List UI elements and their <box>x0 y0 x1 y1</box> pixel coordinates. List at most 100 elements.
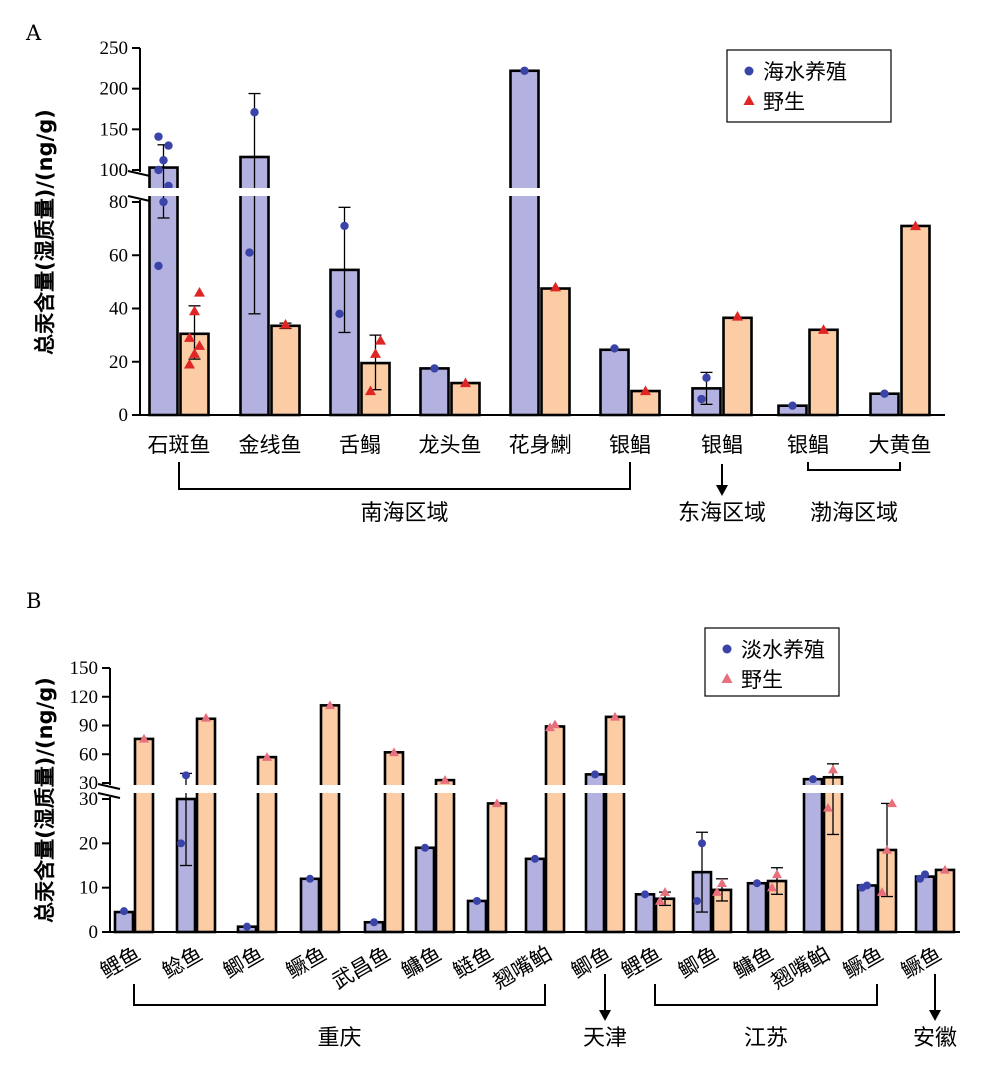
bar <box>383 751 405 934</box>
data-point <box>717 878 727 887</box>
region-bracket <box>133 984 546 1006</box>
bar <box>584 773 606 934</box>
y-tick-label: 30 <box>79 789 98 810</box>
data-point <box>460 377 471 388</box>
data-point <box>882 844 892 854</box>
data-point <box>194 287 205 297</box>
bar <box>450 381 481 417</box>
x-tick-label: 鳜鱼 <box>897 942 945 984</box>
y-tick-label: 150 <box>100 119 129 140</box>
data-point <box>154 132 163 141</box>
data-point <box>772 869 782 879</box>
bar-group <box>746 867 788 934</box>
data-point <box>370 348 381 358</box>
panel-letter: A <box>25 21 42 45</box>
y-tick-label: 0 <box>119 405 129 426</box>
x-tick-label: 舌鳎 <box>339 433 381 457</box>
data-point <box>818 324 829 334</box>
bar-group <box>584 711 626 934</box>
bar <box>256 755 278 934</box>
y-tick-label: 60 <box>109 245 128 266</box>
data-point <box>189 348 200 358</box>
region-annotation: 安徽 <box>913 974 957 1051</box>
y-tick-label: 200 <box>100 79 129 100</box>
data-point <box>887 798 897 808</box>
region-annotation: 天津 <box>583 974 627 1051</box>
bar <box>746 881 768 934</box>
bar-group <box>524 719 566 934</box>
bar <box>599 348 630 417</box>
bar <box>466 899 488 934</box>
x-tick-label: 龙头鱼 <box>419 433 482 457</box>
axis-break-mark <box>97 783 121 790</box>
data-point <box>809 775 817 784</box>
y-tick-label: 100 <box>100 160 129 181</box>
data-point <box>753 879 761 888</box>
data-point <box>139 733 149 743</box>
bar <box>934 868 956 934</box>
data-point <box>280 318 291 329</box>
data-point <box>520 66 529 75</box>
data-point <box>545 722 555 732</box>
legend-label: 淡水养殖 <box>741 638 825 662</box>
region-arrow-head <box>716 485 728 496</box>
axis-break-mask <box>90 785 970 793</box>
y-tick-label: 120 <box>70 687 99 708</box>
bar <box>419 367 450 417</box>
x-tick-label: 鲶鱼 <box>158 942 206 984</box>
data-point <box>194 340 205 350</box>
axis-break-mask <box>120 188 955 196</box>
y-tick-label: 20 <box>79 833 98 854</box>
region-annotation: 南海区域 <box>178 462 631 526</box>
data-point <box>610 344 619 353</box>
data-point <box>370 918 378 927</box>
data-point <box>159 156 168 165</box>
data-point <box>262 752 272 761</box>
x-tick-label: 鲤鱼 <box>617 942 665 984</box>
legend-box <box>704 627 840 697</box>
bar-group <box>148 132 210 417</box>
legend-label: 海水养殖 <box>763 60 847 84</box>
y-tick-label: 60 <box>79 744 98 765</box>
bar-group <box>509 66 571 417</box>
bar-group <box>869 220 931 417</box>
data-point <box>823 802 833 812</box>
data-point <box>921 870 929 879</box>
legend-label: 野生 <box>763 90 805 114</box>
data-point <box>430 364 439 373</box>
x-tick-label: 银鲳 <box>787 433 829 457</box>
region-annotation: 渤海区域 <box>807 462 901 526</box>
data-point <box>325 700 335 710</box>
data-point <box>940 864 950 874</box>
bar <box>856 884 878 934</box>
region-label: 安徽 <box>913 1026 957 1051</box>
bar <box>604 715 626 934</box>
region-bracket <box>178 462 631 490</box>
data-point <box>365 385 376 396</box>
region-annotation: 重庆 <box>133 984 546 1051</box>
data-point <box>306 874 314 883</box>
data-point <box>375 334 386 345</box>
bar <box>319 704 341 934</box>
legend-marker <box>721 673 733 683</box>
bar-group <box>914 864 956 934</box>
y-tick-label: 250 <box>100 38 129 59</box>
data-point <box>243 922 251 931</box>
x-tick-label: 武昌鱼 <box>328 942 395 994</box>
bar-group <box>175 712 217 934</box>
region-arrow-head <box>599 1010 611 1021</box>
data-point <box>732 310 743 321</box>
data-point <box>250 108 259 117</box>
data-point <box>591 770 599 779</box>
region-bracket <box>654 984 878 1006</box>
data-point <box>473 896 481 905</box>
data-point <box>910 220 921 231</box>
legend-box <box>726 49 892 123</box>
data-point <box>788 401 797 410</box>
data-point <box>880 389 889 398</box>
y-tick-label: 30 <box>79 773 98 794</box>
data-point <box>660 887 670 896</box>
bar <box>133 737 155 934</box>
